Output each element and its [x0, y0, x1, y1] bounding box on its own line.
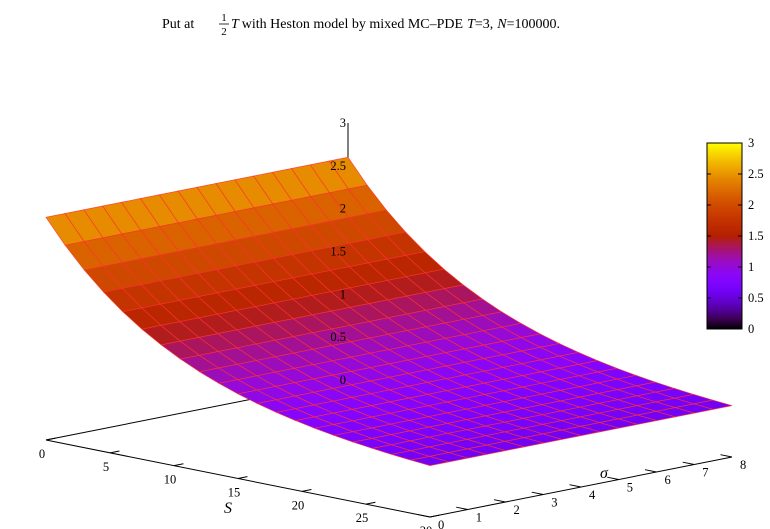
z-tick-label: 0 [340, 373, 346, 387]
colorbar-tick-label: 2 [748, 198, 754, 212]
colorbar-box [706, 142, 743, 330]
y-tick-label: 1 [476, 511, 482, 525]
y-tick [569, 484, 582, 488]
y-tick-label: 4 [589, 488, 596, 502]
colorbar-tick-label: 0 [748, 322, 754, 336]
x-tick [173, 463, 184, 467]
colorbar-tick-label: 1.5 [748, 229, 764, 243]
x-tick [365, 501, 376, 505]
title-eq-t: =3, [475, 17, 493, 32]
z-tick-label: 2 [340, 202, 346, 216]
y-tick-label: 7 [702, 466, 708, 480]
y-tick [418, 514, 431, 518]
y-tick [493, 499, 506, 503]
title-mid: with Heston model by mixed MC–PDE [242, 17, 463, 32]
x-tick-label: 20 [292, 498, 305, 512]
z-tick-label: 3 [340, 116, 346, 130]
y-tick-label: 3 [551, 496, 557, 510]
x-tick-label: 15 [228, 486, 241, 500]
colorbar-tick-label: 0.5 [748, 291, 764, 305]
y-tick-label: 2 [514, 503, 520, 517]
x-tick [45, 437, 56, 441]
y-tick-label: 6 [665, 473, 671, 487]
z-tick-label: 1.5 [330, 245, 346, 259]
x-axis-label: S [224, 500, 232, 517]
y-tick [456, 506, 468, 510]
z-tick-label: 0.5 [330, 330, 346, 344]
y-tick-label: 5 [627, 481, 633, 495]
y-tick [682, 461, 695, 465]
y-tick [607, 476, 619, 480]
tick-labels-group: 0 5 10 15 20 25 30 0 1 2 3 4 5 6 7 8 0 0.5 1 1.5 2 2.5 3 [39, 116, 746, 529]
colorbar-tick-label: 1 [748, 260, 754, 274]
x-tick-label: 0 [39, 447, 45, 461]
title-frac-den: 2 [221, 26, 227, 38]
colorbar-tick-label: 3 [748, 136, 754, 150]
colorbar-tick-label: 2.5 [748, 167, 764, 181]
z-tick-label: 2.5 [330, 159, 346, 173]
title-eq-n: =100000. [507, 17, 560, 32]
y-tick [644, 469, 657, 473]
title-var-t: T [231, 17, 240, 32]
title-var-t2: T [467, 17, 476, 32]
x-tick-label: 25 [356, 511, 369, 525]
title-frac-num: 1 [221, 12, 227, 24]
surface-cell [410, 456, 449, 466]
title-var-n: N [496, 17, 507, 32]
y-axis-label: σ [600, 465, 609, 482]
y-tick [531, 491, 544, 495]
x-tick-label: 5 [103, 460, 109, 474]
x-tick [237, 476, 248, 479]
title-prefix: Put at [162, 17, 194, 32]
colorbar: 0 0.5 1 1.5 2 2.5 3 [706, 136, 764, 336]
z-tick-label: 1 [340, 287, 346, 301]
y-tick-label: 8 [740, 458, 746, 472]
x-tick-label: 30 [420, 524, 433, 529]
y-tick [720, 454, 733, 458]
x-tick [109, 450, 120, 454]
x-tick [429, 514, 440, 518]
surface-mesh [45, 156, 733, 466]
y-tick-label: 0 [438, 518, 444, 529]
x-tick [301, 488, 312, 492]
x-tick-label: 10 [164, 473, 177, 487]
